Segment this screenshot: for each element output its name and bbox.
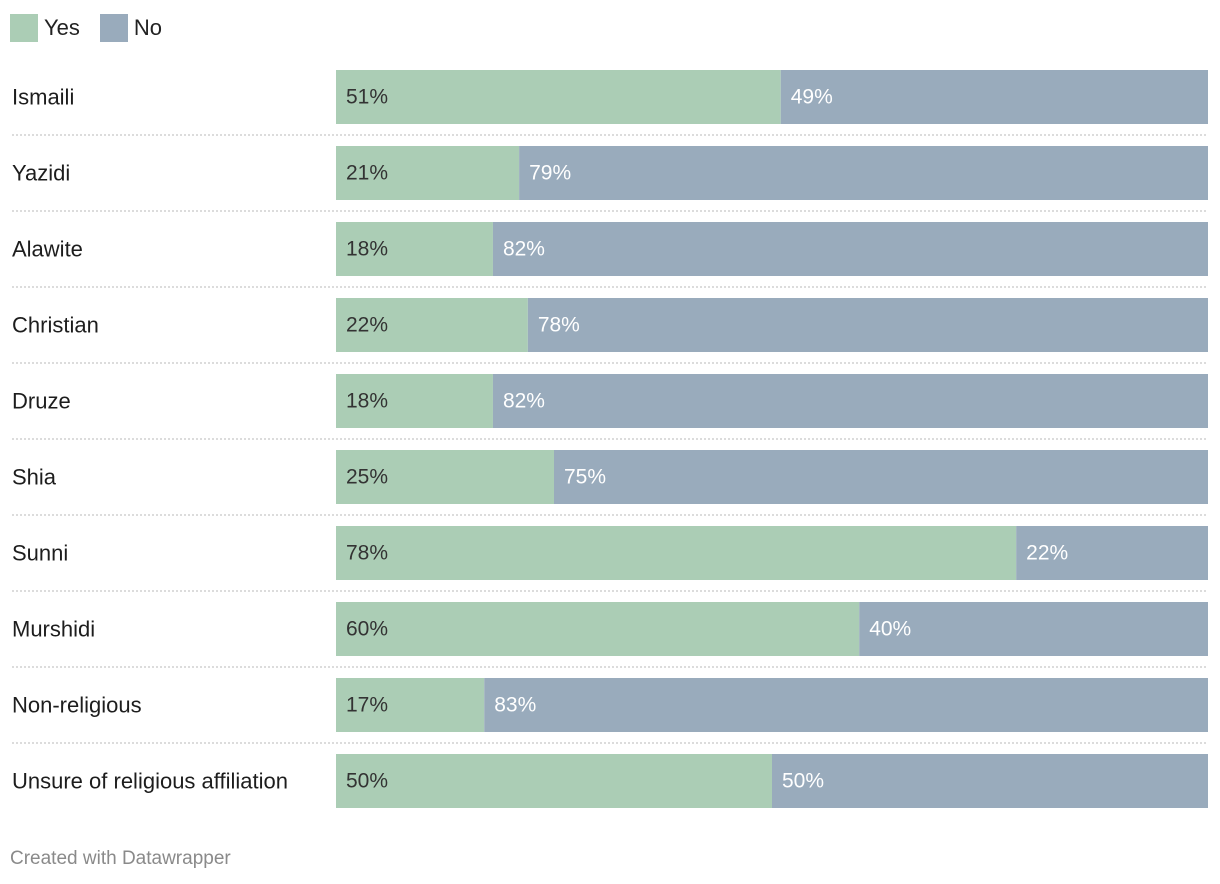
- bar-no: [1016, 526, 1208, 580]
- category-label: Non-religious: [12, 693, 142, 718]
- data-label-no: 78%: [538, 314, 580, 337]
- data-label-yes: 50%: [346, 770, 388, 793]
- data-label-yes: 25%: [346, 466, 388, 489]
- bar-yes: [336, 298, 528, 352]
- category-label: Murshidi: [12, 617, 95, 642]
- legend-label-yes: Yes: [44, 15, 80, 40]
- category-label: Yazidi: [12, 161, 70, 186]
- bar-yes: [336, 526, 1017, 580]
- bar-yes: [336, 450, 554, 504]
- bar-no: [492, 374, 1209, 428]
- bar-no: [492, 222, 1209, 276]
- category-label: Sunni: [12, 541, 68, 566]
- data-label-no: 50%: [782, 770, 824, 793]
- bar-yes: [336, 374, 493, 428]
- legend-swatch-yes: [10, 14, 38, 42]
- bar-no: [519, 146, 1208, 200]
- bar-yes: [336, 754, 772, 808]
- bar-no: [772, 754, 1208, 808]
- data-label-no: 75%: [564, 466, 606, 489]
- bar-yes: [336, 602, 860, 656]
- data-label-no: 40%: [869, 618, 911, 641]
- data-label-yes: 17%: [346, 694, 388, 717]
- bar-yes: [336, 70, 781, 124]
- data-label-yes: 18%: [346, 390, 388, 413]
- data-label-yes: 18%: [346, 238, 388, 261]
- category-label: Christian: [12, 313, 99, 338]
- bar-no: [527, 298, 1208, 352]
- legend: Yes No: [10, 14, 182, 42]
- category-label: Alawite: [12, 237, 83, 262]
- bar-no: [554, 450, 1208, 504]
- bar-yes: [336, 146, 520, 200]
- bar-no: [780, 70, 1208, 124]
- bar-yes: [336, 222, 493, 276]
- bar-no: [859, 602, 1208, 656]
- data-label-no: 79%: [529, 162, 571, 185]
- category-label: Unsure of religious affiliation: [12, 769, 288, 794]
- data-label-yes: 22%: [346, 314, 388, 337]
- category-label: Shia: [12, 465, 57, 490]
- legend-item-yes: Yes: [10, 14, 80, 42]
- bar-no: [484, 678, 1208, 732]
- data-label-yes: 21%: [346, 162, 388, 185]
- data-label-yes: 78%: [346, 542, 388, 565]
- data-label-yes: 51%: [346, 86, 388, 109]
- legend-swatch-no: [99, 14, 128, 42]
- data-label-no: 22%: [1026, 542, 1068, 565]
- data-label-no: 82%: [503, 238, 545, 261]
- footer-credit: Created with Datawrapper: [10, 848, 231, 869]
- data-label-no: 49%: [791, 86, 833, 109]
- data-label-no: 82%: [503, 390, 545, 413]
- data-label-no: 83%: [494, 694, 536, 717]
- data-label-yes: 60%: [346, 618, 388, 641]
- bar-yes: [336, 678, 485, 732]
- category-label: Druze: [12, 389, 71, 414]
- legend-label-no: No: [133, 15, 163, 40]
- legend-item-no: No: [99, 14, 163, 42]
- category-label: Ismaili: [12, 85, 74, 110]
